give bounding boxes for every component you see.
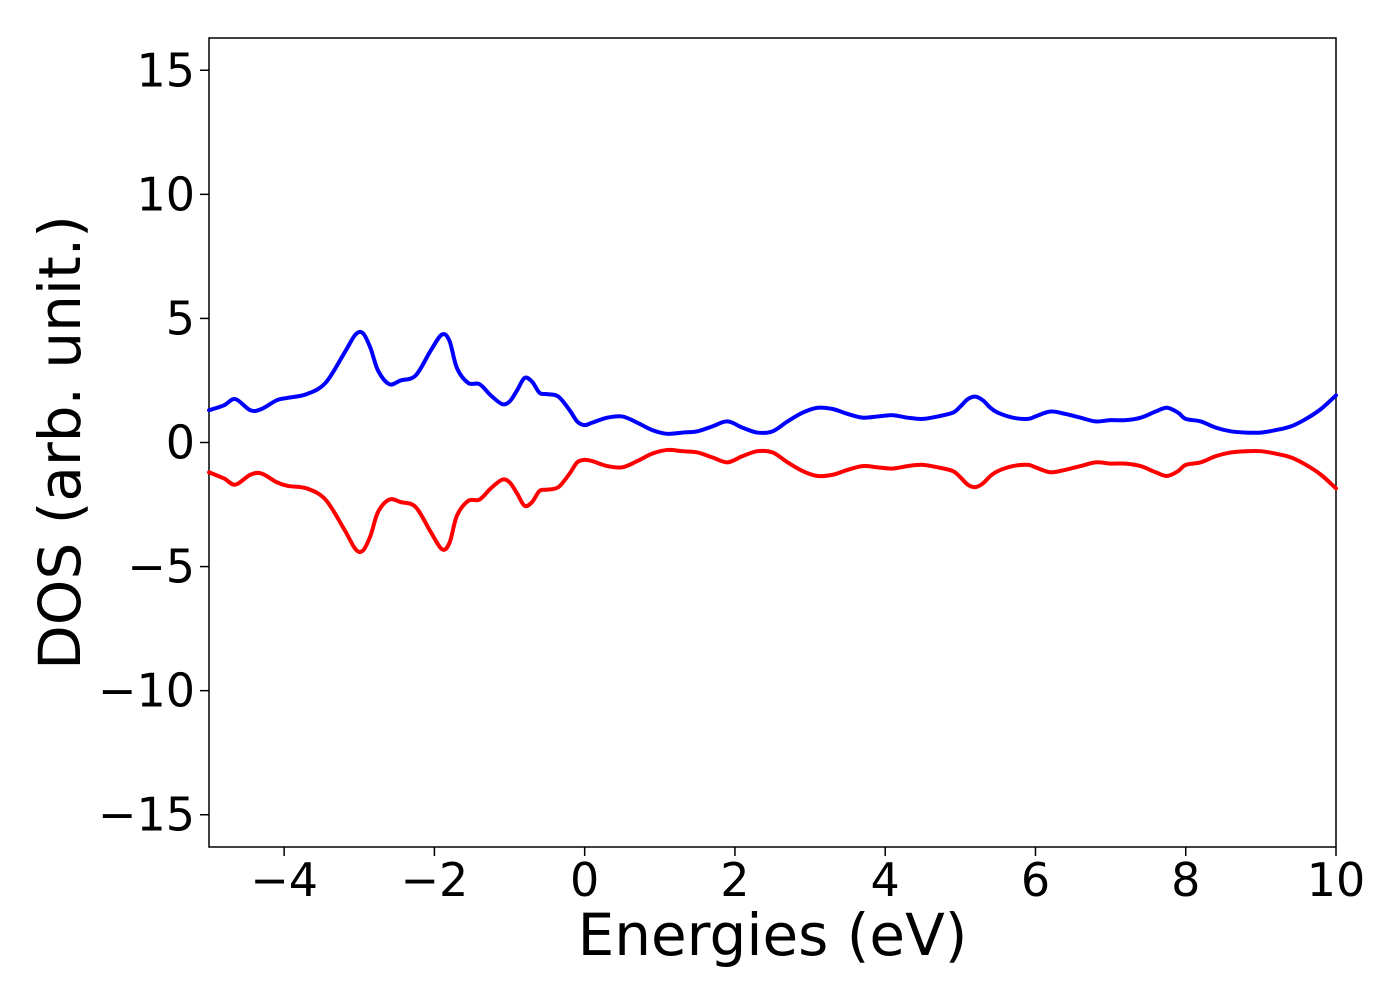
y-tick-label: 10	[136, 167, 195, 221]
x-tick-label: −4	[250, 853, 318, 907]
x-tick-label: 4	[871, 853, 900, 907]
x-axis-label: Energies (eV)	[578, 901, 968, 969]
y-tick-label: 5	[166, 291, 195, 345]
plot-area	[207, 37, 1338, 848]
y-tick-label: −10	[98, 664, 195, 718]
x-tick-label: 2	[720, 853, 749, 907]
dos-series-1	[207, 329, 1338, 436]
dos-series-2	[207, 447, 1338, 554]
y-tick-label: 0	[166, 416, 195, 470]
x-axis: −4 −2 0 2 4 6 8 10	[250, 847, 1365, 907]
y-tick-label: 15	[136, 43, 195, 97]
x-tick-label: −2	[400, 853, 468, 907]
plot-frame	[208, 37, 1337, 848]
x-tick-label: 8	[1171, 853, 1200, 907]
y-axis: 15 10 5 0 −5 −10 −15	[98, 43, 209, 842]
x-tick-label: 0	[570, 853, 599, 907]
x-tick-label: 10	[1307, 853, 1366, 907]
y-tick-label: −15	[98, 788, 195, 842]
y-axis-label: DOS (arb. unit.)	[26, 215, 94, 670]
series-layer	[207, 329, 1338, 554]
x-tick-label: 6	[1021, 853, 1050, 907]
y-tick-label: −5	[127, 540, 195, 594]
